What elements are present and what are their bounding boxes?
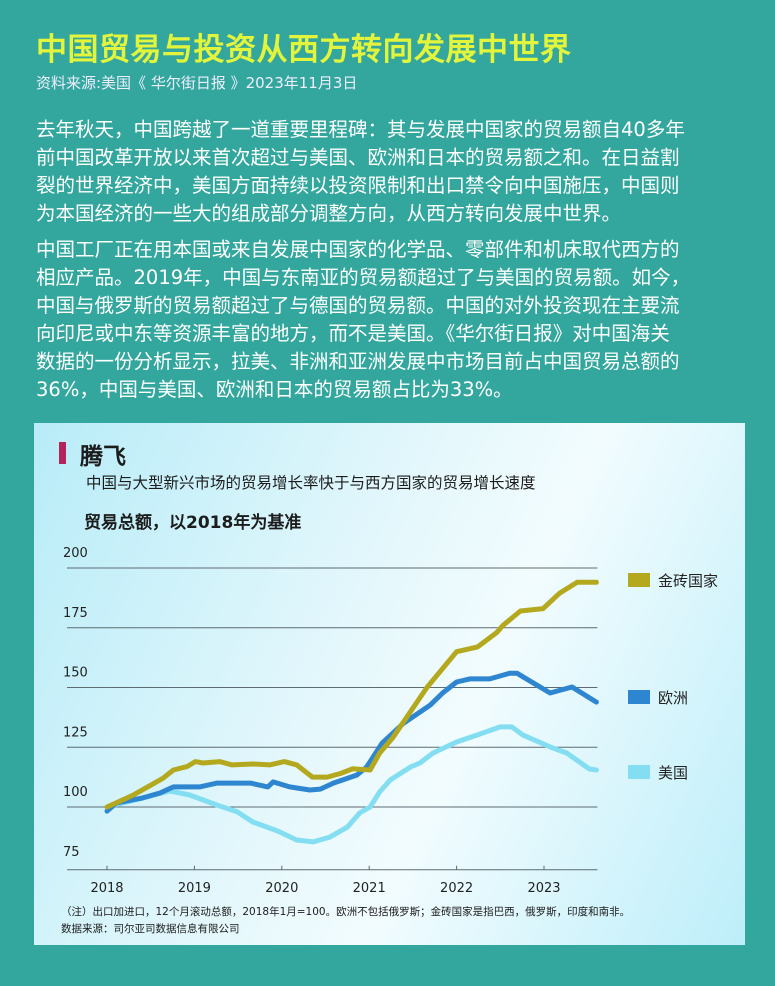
y-tick-label: 175 (63, 606, 88, 621)
series-line-2 (104, 724, 599, 845)
chart-subtitle: 中国与大型新兴市场的贸易增长率快于与西方国家的贸易增长速度 (86, 474, 536, 492)
chart-title: 腾飞 (80, 444, 126, 470)
y-tick-label: 75 (63, 845, 80, 860)
y-tick-label: 100 (63, 785, 88, 800)
y-tick-label: 200 (63, 546, 88, 561)
paragraph-line: 为本国经济的一些大的组成部分调整方向，从西方转向发展中世界。 (36, 202, 622, 225)
paragraph-line: 数据的一份分析显示，拉美、非洲和亚洲发展中市场目前占中国贸易总额的 (36, 350, 680, 373)
paragraph-line: 相应产品。2019年，中国与东南亚的贸易额超过了与美国的贸易额。如今， (36, 266, 691, 289)
source-line: 资料来源:美国《 华尔街日报 》2023年11月3日 (36, 74, 358, 92)
legend-label: 美国 (658, 764, 688, 782)
series-line-1 (104, 670, 599, 814)
y-tick-label: 125 (63, 725, 88, 740)
line-chart: 75 100 125 150 175 200 2018 2019 2020 2021 2022 202… (63, 546, 718, 896)
chart-measure-label: 贸易总额，以2018年为基准 (84, 513, 302, 533)
paragraph-line: 36%，中国与美国、欧洲和日本的贸易额占比为33%。 (36, 378, 513, 401)
paragraph-line: 去年秋天，中国跨越了一道重要里程碑：其与发展中国家的贸易额自40多年 (36, 118, 685, 141)
x-tick-label: 2023 (527, 881, 560, 896)
x-tick-label: 2018 (90, 881, 123, 896)
legend-swatch (628, 765, 650, 779)
series-line-0 (104, 579, 599, 810)
y-tick-label: 150 (63, 666, 88, 681)
paragraph-line: 前中国改革开放以来首次超过与美国、欧洲和日本的贸易额之和。在日益割 (36, 146, 680, 169)
x-tick-label: 2022 (440, 881, 473, 896)
page-title: 中国贸易与投资从西方转向发展中世界 (36, 32, 572, 68)
title-accent-bar (59, 442, 66, 464)
article-paragraph-2: 中国工厂正在用本国或来自发展中国家的化学品、零部件和机床取代西方的 相应产品。2… (36, 236, 690, 404)
article-paragraph-1: 去年秋天，中国跨越了一道重要里程碑：其与发展中国家的贸易额自40多年 前中国改革… (36, 116, 685, 228)
legend-label: 欧洲 (658, 689, 688, 707)
legend-swatch (628, 573, 650, 587)
chart-panel: 腾飞 中国与大型新兴市场的贸易增长率快于与西方国家的贸易增长速度 贸易总额，以2… (34, 423, 745, 945)
x-tick-label: 2020 (265, 881, 298, 896)
legend-swatch (628, 690, 650, 704)
x-tick-label: 2019 (178, 881, 211, 896)
paragraph-line: 中国工厂正在用本国或来自发展中国家的化学品、零部件和机床取代西方的 (36, 238, 680, 261)
x-tick-label: 2021 (353, 881, 386, 896)
chart-data-source: 数据来源：司尔亚司数据信息有限公司 (61, 923, 240, 935)
chart-note: （注）出口加进口，12个月滚动总额，2018年1月=100。欧洲不包括俄罗斯；金… (61, 906, 631, 918)
paragraph-line: 中国与俄罗斯的贸易额超过了与德国的贸易额。中国的对外投资现在主要流 (36, 294, 680, 317)
paragraph-line: 裂的世界经济中，美国方面持续以投资限制和出口禁令向中国施压，中国则 (36, 174, 680, 197)
legend-label: 金砖国家 (658, 572, 718, 590)
paragraph-line: 向印尼或中东等资源丰富的地方，而不是美国。《华尔街日报》对中国海关 (36, 322, 670, 345)
